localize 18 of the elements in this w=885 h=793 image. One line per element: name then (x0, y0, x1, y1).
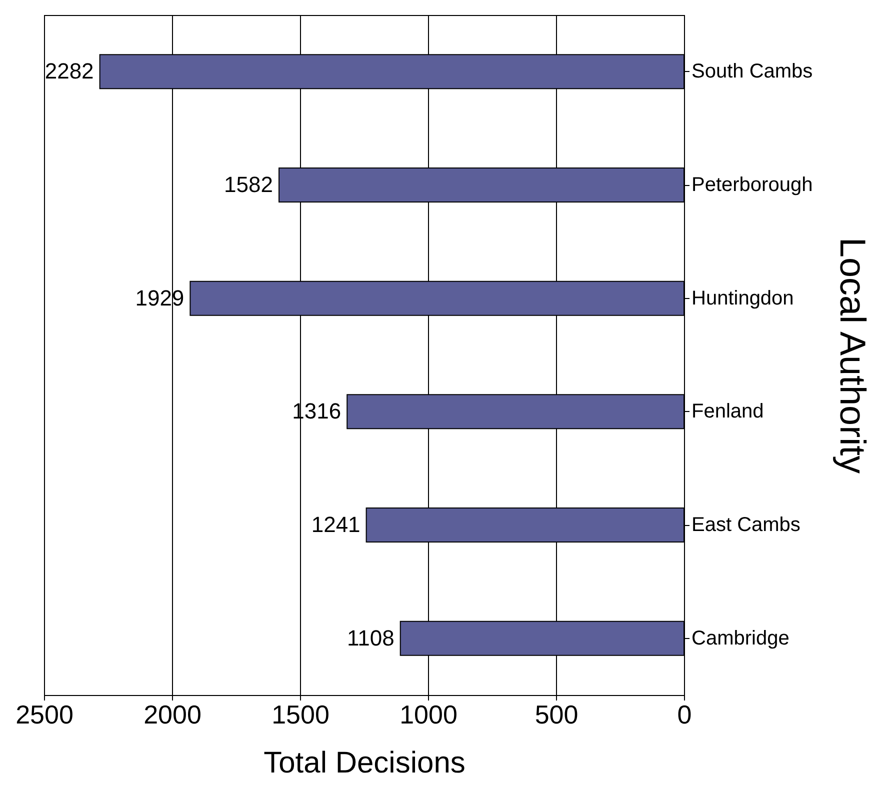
data-label: 2282 (44, 58, 94, 84)
y-tick-label: Peterborough (692, 174, 813, 196)
y-tick-label: South Cambs (692, 60, 813, 83)
x-tick-label: 1000 (400, 700, 458, 730)
y-tick-label: Huntingdon (692, 287, 794, 310)
x-tick-label: 2500 (16, 700, 74, 730)
y-axis-title: Local Authority (832, 237, 874, 474)
x-tick-label: 500 (534, 700, 578, 730)
x-tick-label: 1500 (272, 700, 330, 730)
x-tick-label: 0 (677, 700, 692, 730)
x-axis-title: Total Decisions (264, 746, 466, 780)
y-tick-label: Fenland (692, 400, 764, 423)
y-tick-label: Cambridge (692, 627, 790, 650)
y-tick-label: East Cambs (692, 514, 800, 536)
x-tick-label: 2000 (144, 700, 202, 730)
data-label: 1108 (347, 625, 394, 650)
data-label: 1241 (311, 512, 360, 537)
data-label: 1582 (224, 172, 274, 197)
